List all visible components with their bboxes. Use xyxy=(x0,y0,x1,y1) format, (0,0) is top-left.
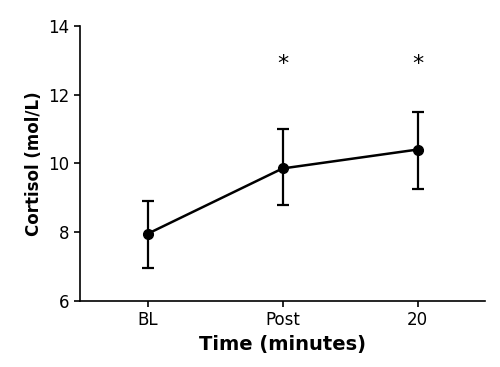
Text: *: * xyxy=(277,54,288,74)
Text: *: * xyxy=(412,54,423,74)
X-axis label: Time (minutes): Time (minutes) xyxy=(199,335,366,354)
Y-axis label: Cortisol (mol/L): Cortisol (mol/L) xyxy=(25,91,43,236)
